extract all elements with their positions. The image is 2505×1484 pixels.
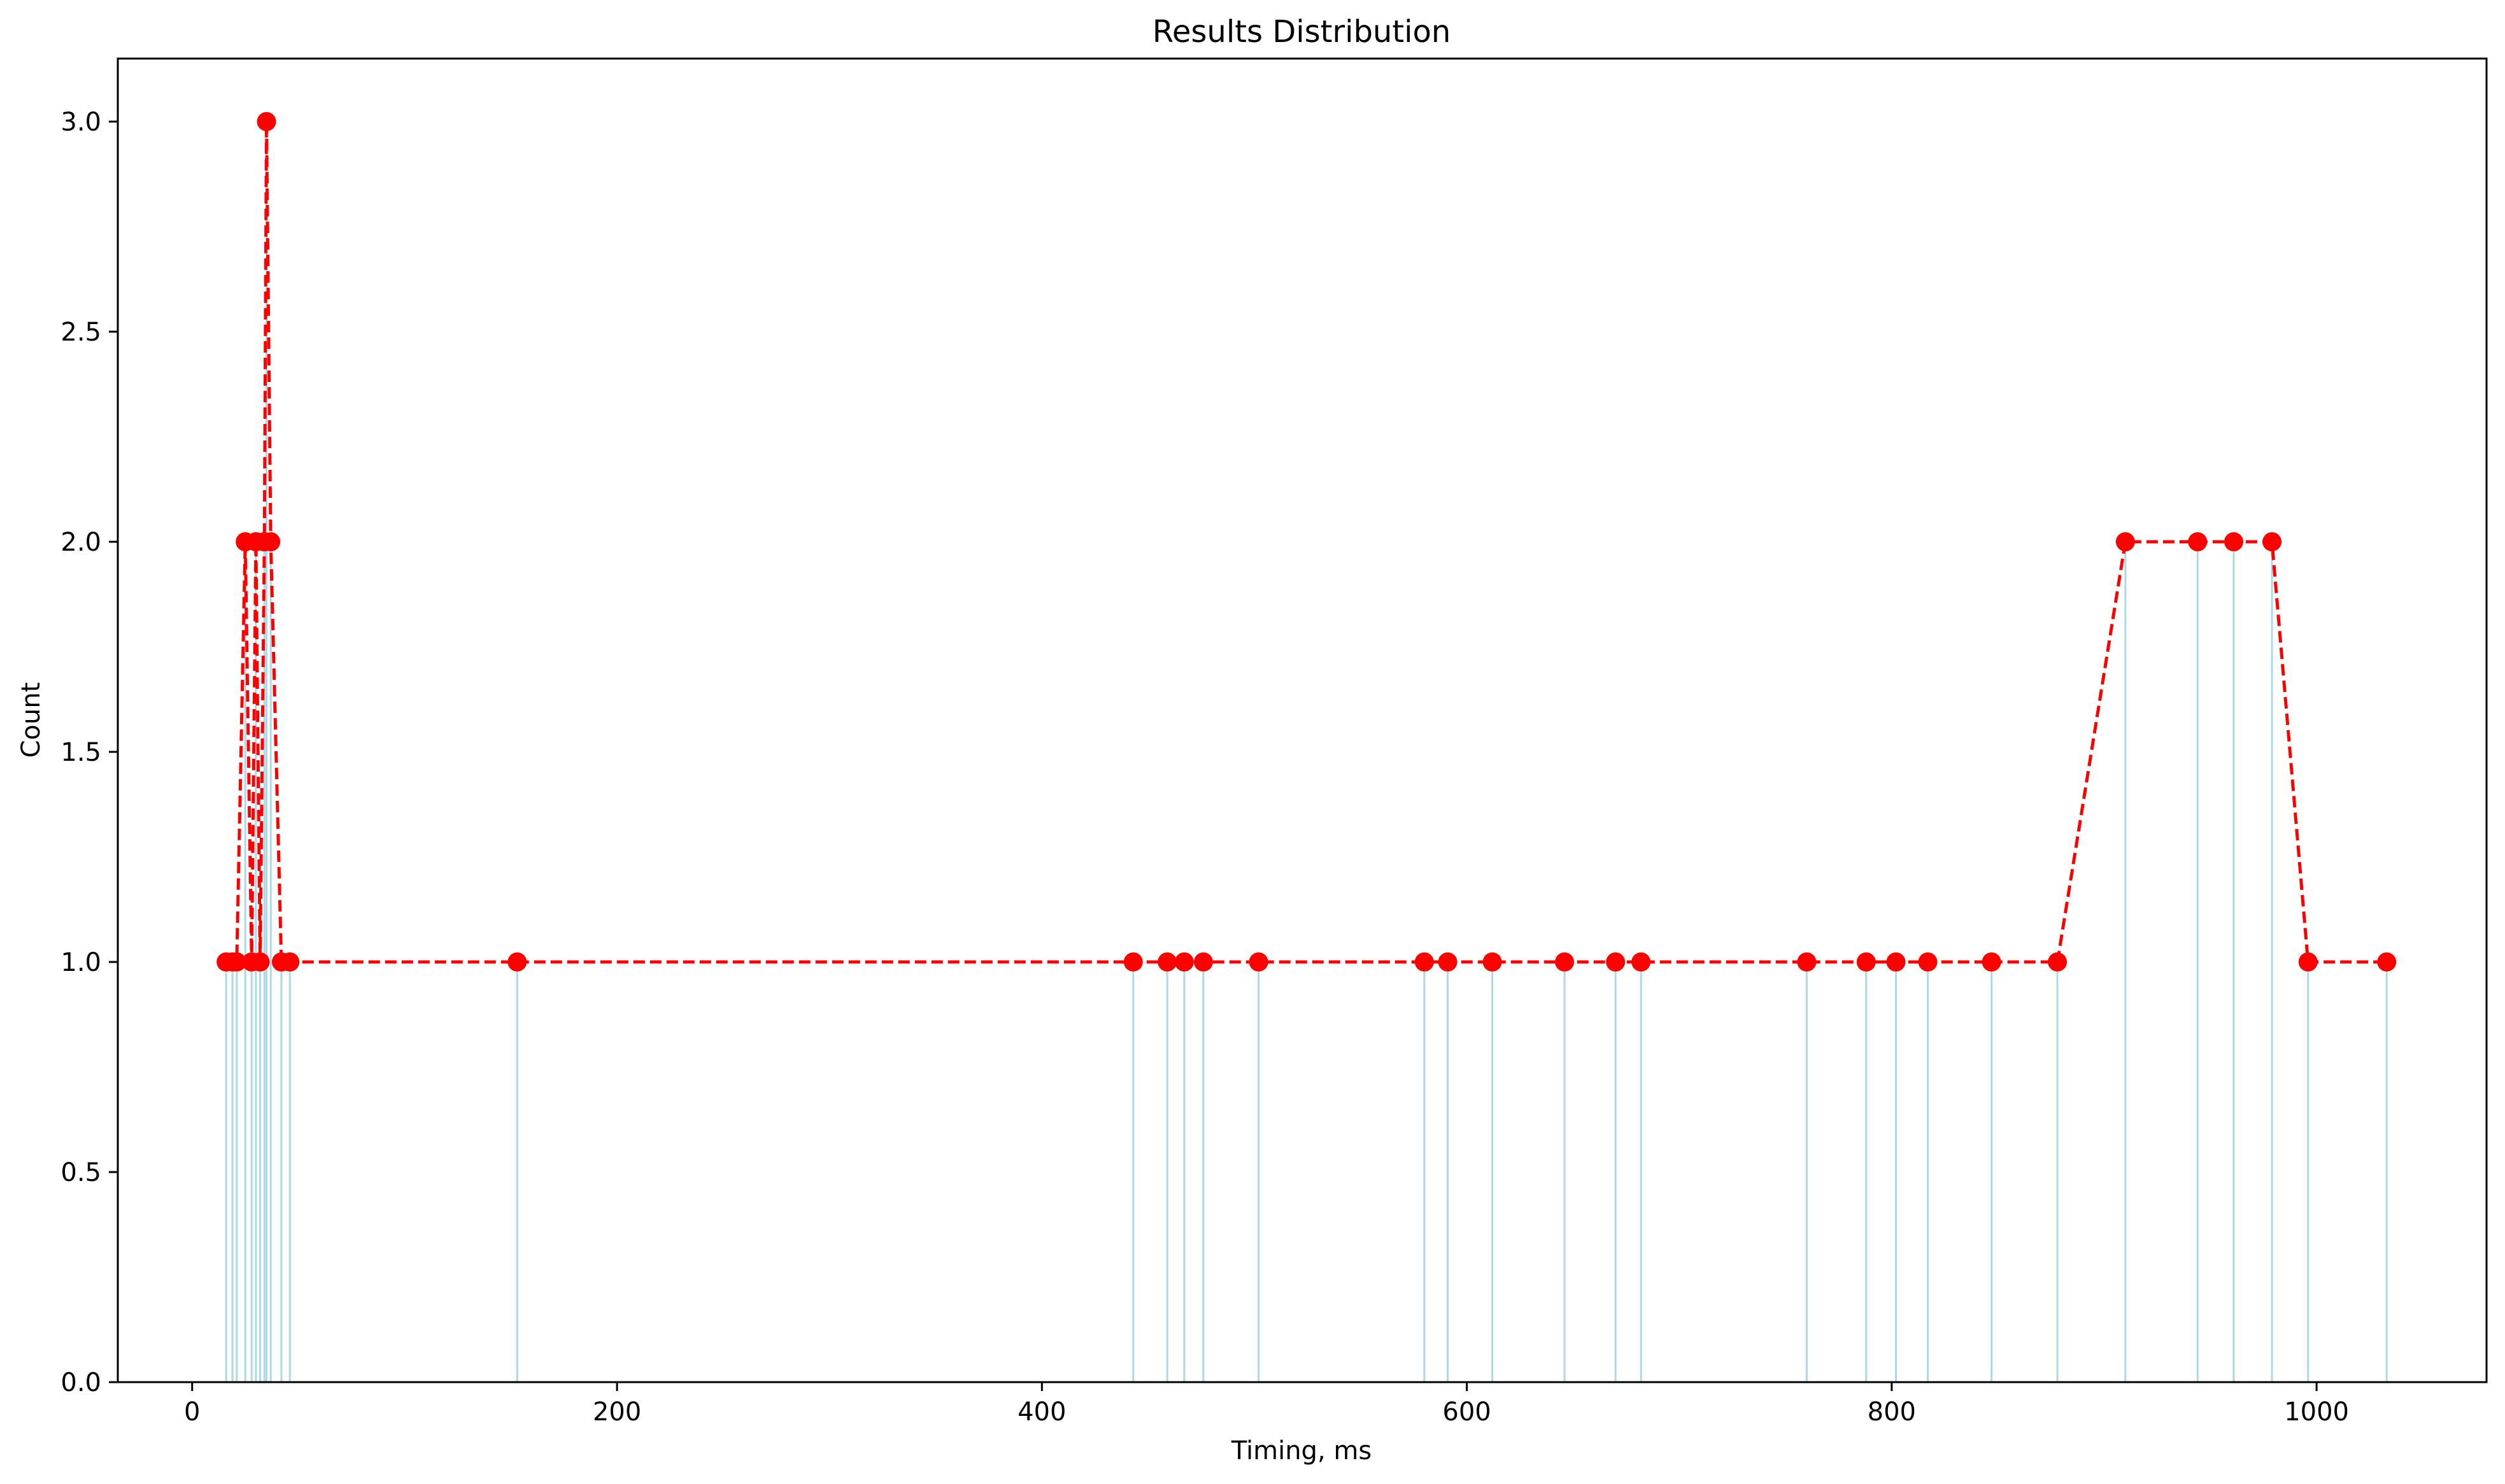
data-point xyxy=(1174,952,1194,972)
data-point xyxy=(1482,952,1502,972)
data-point xyxy=(1631,952,1651,972)
y-tick-label: 1.5 xyxy=(60,738,101,767)
data-point xyxy=(2188,532,2208,551)
x-axis: 0 200 400 600 800 1000 xyxy=(184,1382,2349,1427)
data-point xyxy=(507,952,527,972)
data-point xyxy=(1193,952,1213,972)
data-point xyxy=(1606,952,1626,972)
markers-series xyxy=(216,112,2397,972)
data-point xyxy=(1249,952,1268,972)
y-tick-label: 2.5 xyxy=(60,318,101,347)
x-axis-label: Timing, ms xyxy=(1231,1436,1372,1466)
data-point xyxy=(1438,952,1458,972)
data-point xyxy=(1856,952,1876,972)
series-line xyxy=(226,120,2387,964)
data-point xyxy=(250,952,270,972)
data-point xyxy=(2298,952,2318,972)
y-tick-label: 0.5 xyxy=(60,1158,101,1187)
chart-title: Results Distribution xyxy=(1153,14,1451,50)
data-point xyxy=(227,952,246,972)
data-point xyxy=(257,112,276,131)
data-point xyxy=(1555,952,1575,972)
y-axis-label: Count xyxy=(17,682,46,758)
data-point xyxy=(2262,532,2282,551)
data-point xyxy=(261,532,281,551)
data-point xyxy=(1982,952,2001,972)
x-tick-label: 1000 xyxy=(2284,1397,2349,1427)
data-point xyxy=(1886,952,1906,972)
x-tick-label: 400 xyxy=(1018,1397,1066,1427)
x-tick-label: 0 xyxy=(184,1397,200,1427)
x-tick-label: 800 xyxy=(1868,1397,1916,1427)
data-point xyxy=(280,952,300,972)
y-tick-label: 0.0 xyxy=(60,1368,101,1397)
data-point xyxy=(2048,952,2068,972)
line-series xyxy=(226,120,2387,964)
data-point xyxy=(1918,952,1938,972)
data-point xyxy=(1123,952,1143,972)
stems-series xyxy=(225,122,2388,1382)
y-tick-label: 2.0 xyxy=(60,528,101,557)
y-tick-label: 1.0 xyxy=(60,948,101,977)
data-point xyxy=(2224,532,2243,551)
data-point xyxy=(2377,952,2397,972)
plot-area xyxy=(216,112,2397,1382)
x-tick-label: 600 xyxy=(1442,1397,1491,1427)
y-tick-label: 3.0 xyxy=(60,108,101,137)
data-point xyxy=(2115,532,2135,551)
data-point xyxy=(1158,952,1177,972)
data-point xyxy=(1797,952,1817,972)
y-axis: 0.0 0.5 1.0 1.5 2.0 2.5 3.0 xyxy=(60,108,118,1397)
data-point xyxy=(1414,952,1434,972)
plot-frame xyxy=(117,57,2488,1383)
x-tick-label: 200 xyxy=(593,1397,641,1427)
